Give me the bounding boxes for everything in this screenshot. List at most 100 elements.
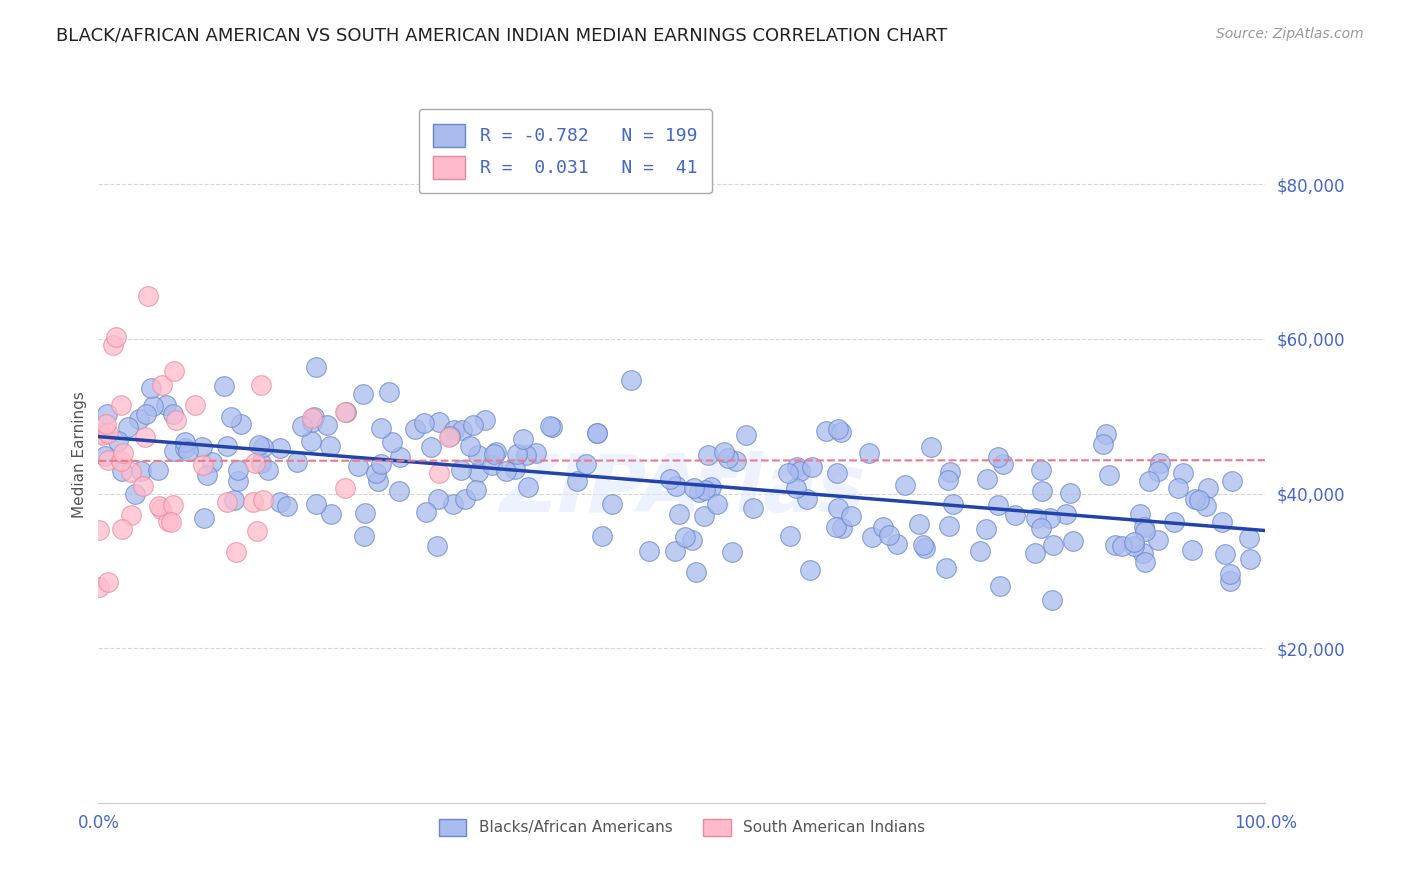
Point: [226, 475, 249, 489]
Point: [117, 420, 139, 434]
Point: [683, 481, 706, 495]
Point: [461, 418, 484, 433]
Point: [269, 442, 291, 456]
Point: [163, 364, 186, 378]
Point: [1104, 538, 1126, 552]
Point: [720, 545, 742, 559]
Point: [412, 416, 434, 430]
Point: [1173, 467, 1195, 481]
Point: [592, 529, 614, 543]
Point: [97, 575, 120, 590]
Point: [485, 445, 508, 459]
Point: [1219, 566, 1241, 581]
Point: [1133, 520, 1156, 534]
Point: [827, 422, 849, 436]
Point: [354, 506, 377, 520]
Point: [938, 518, 960, 533]
Point: [988, 579, 1011, 593]
Point: [301, 410, 323, 425]
Point: [1237, 531, 1260, 545]
Point: [201, 455, 224, 469]
Point: [454, 492, 477, 507]
Point: [364, 466, 387, 480]
Point: [912, 538, 935, 552]
Point: [936, 473, 959, 487]
Point: [101, 337, 124, 351]
Point: [506, 447, 529, 461]
Point: [814, 424, 837, 438]
Point: [215, 495, 238, 509]
Point: [735, 427, 758, 442]
Point: [97, 425, 120, 440]
Point: [695, 483, 717, 497]
Point: [1239, 552, 1261, 566]
Point: [681, 533, 703, 547]
Point: [148, 500, 170, 514]
Point: [935, 561, 957, 575]
Point: [693, 508, 716, 523]
Point: [1137, 474, 1160, 488]
Point: [1132, 546, 1154, 560]
Point: [305, 498, 328, 512]
Point: [1146, 533, 1168, 547]
Point: [464, 483, 486, 497]
Point: [1195, 499, 1218, 513]
Point: [1031, 483, 1053, 498]
Point: [352, 386, 374, 401]
Point: [215, 439, 238, 453]
Point: [112, 445, 135, 459]
Point: [87, 580, 110, 594]
Point: [250, 378, 273, 392]
Point: [825, 467, 848, 481]
Point: [1135, 555, 1157, 569]
Point: [1031, 462, 1053, 476]
Point: [1054, 507, 1077, 521]
Point: [427, 466, 450, 480]
Point: [779, 529, 801, 543]
Point: [638, 544, 661, 558]
Point: [404, 421, 426, 435]
Point: [1213, 547, 1236, 561]
Point: [291, 418, 314, 433]
Point: [301, 415, 323, 429]
Point: [136, 288, 159, 302]
Point: [173, 434, 195, 449]
Point: [184, 398, 207, 412]
Point: [801, 460, 824, 475]
Point: [586, 426, 609, 441]
Point: [141, 381, 163, 395]
Point: [378, 385, 401, 400]
Point: [524, 446, 547, 460]
Point: [1135, 524, 1157, 539]
Point: [96, 407, 118, 421]
Point: [160, 515, 183, 529]
Point: [110, 398, 132, 412]
Point: [150, 378, 173, 392]
Point: [665, 478, 688, 492]
Point: [668, 507, 690, 521]
Point: [370, 457, 392, 471]
Point: [872, 520, 894, 534]
Point: [585, 425, 607, 440]
Point: [437, 430, 460, 444]
Point: [1184, 491, 1206, 506]
Point: [162, 407, 184, 421]
Point: [219, 410, 242, 425]
Point: [256, 463, 278, 477]
Point: [786, 459, 808, 474]
Point: [252, 493, 274, 508]
Point: [131, 464, 153, 478]
Point: [287, 455, 309, 469]
Point: [658, 471, 681, 485]
Point: [222, 493, 245, 508]
Point: [319, 439, 342, 453]
Point: [1122, 539, 1144, 553]
Point: [503, 461, 526, 475]
Point: [467, 448, 489, 462]
Point: [252, 440, 274, 454]
Point: [1039, 511, 1062, 525]
Point: [515, 449, 537, 463]
Point: [346, 458, 368, 473]
Point: [467, 465, 489, 479]
Point: [474, 413, 496, 427]
